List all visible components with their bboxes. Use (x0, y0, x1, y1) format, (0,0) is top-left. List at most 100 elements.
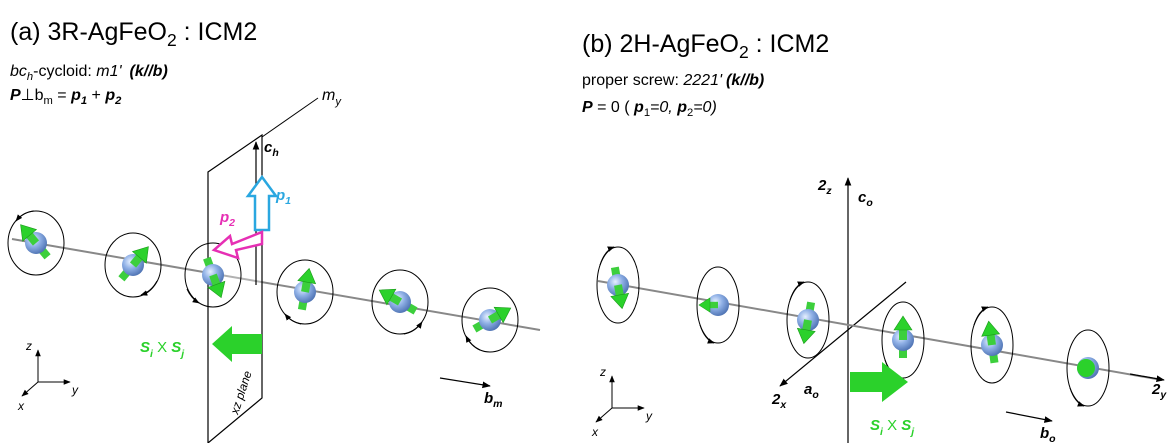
text: a (804, 381, 812, 398)
text: b (484, 390, 493, 407)
spin (8, 211, 64, 275)
panel-a-polarization: P⊥bm = p1 + p2 (10, 87, 122, 107)
triad-b: z y x (591, 365, 653, 439)
mirror-label: my (322, 87, 342, 108)
axis-2y-label: 2y (1151, 381, 1167, 401)
chain-axis (12, 239, 540, 330)
triad-a: z y x (17, 339, 79, 413)
spin (1067, 330, 1109, 406)
rotation-arrow (600, 247, 614, 265)
text: h (272, 147, 278, 159)
text: : ICM2 (177, 18, 258, 46)
text: p (104, 87, 115, 104)
panel-b-polarization: P = 0 ( p1=0, p2=0) (582, 99, 717, 119)
rotation-arrow (1070, 388, 1084, 406)
axis-c-label: ch (264, 139, 279, 159)
text: + (87, 87, 105, 104)
text: (k//b) (130, 63, 168, 80)
panel-a-symmetry: bch-cycloid: m1'(k//b) (10, 63, 168, 83)
text: S (870, 417, 880, 434)
text: m (322, 87, 335, 104)
text: = 0 ( (593, 99, 634, 116)
axis-a-label: ao (804, 381, 819, 401)
text: p (633, 99, 644, 116)
rotation-arrow (285, 314, 301, 324)
rotation-arrow (790, 282, 804, 300)
text: X (883, 417, 901, 434)
spin (105, 233, 161, 297)
axis-2y (1130, 374, 1164, 380)
spins-a (8, 211, 161, 297)
text: p (70, 87, 81, 104)
text: p (676, 99, 687, 116)
text: 2221' (682, 72, 723, 89)
axis-b (440, 378, 490, 386)
text: =0) (693, 99, 717, 116)
text: b (1040, 425, 1049, 442)
text: m (44, 95, 53, 107)
triad-x (22, 382, 38, 396)
spin-head (1077, 359, 1095, 377)
leader-line (262, 98, 318, 137)
p1-label: p1 (275, 187, 291, 207)
spin-product-arrow (850, 362, 908, 402)
axis-2z-label: 2z (817, 177, 832, 197)
text: y (1159, 389, 1167, 401)
spins-a-right (277, 260, 518, 352)
figure: (a) 3R-AgFeO2 : ICM2 bch-cycloid: m1'(k/… (0, 0, 1168, 443)
spin (971, 307, 1013, 383)
axis-b-label: bo (1040, 425, 1056, 443)
spin-product-label: Si X Sj (870, 417, 915, 438)
text: : ICM2 (749, 30, 830, 58)
text: x (779, 399, 787, 411)
panel-b-symmetry: proper screw: 2221'(k//b) (582, 72, 764, 89)
text: S (901, 417, 911, 434)
triad-label: x (17, 399, 25, 413)
triad-label: y (71, 383, 79, 397)
rotation-arrow (16, 211, 34, 221)
text: ⊥b (21, 87, 44, 104)
text: p (219, 209, 229, 226)
triad-label: z (25, 339, 32, 353)
triad-label: x (591, 425, 599, 439)
text: o (1049, 433, 1056, 443)
text: 2 (228, 217, 235, 229)
spin (882, 302, 924, 378)
axis-b-label: bm (484, 390, 503, 410)
rotation-arrow (466, 336, 480, 350)
text: proper screw: (582, 72, 683, 89)
text: y (334, 96, 342, 108)
triad-label: z (599, 365, 606, 379)
spin (462, 288, 518, 352)
panel-a-title: (a) 3R-AgFeO2 : ICM2 (10, 18, 257, 50)
text: = (53, 87, 71, 104)
text: S (140, 339, 150, 356)
rotation-arrow (141, 281, 157, 295)
text: o (866, 197, 873, 209)
text: 2 (739, 42, 749, 62)
triad-x (596, 408, 612, 422)
text: S (171, 339, 181, 356)
text: m (493, 398, 502, 410)
text: P (582, 99, 593, 116)
text: 2 (114, 95, 122, 107)
text: =0, (650, 99, 677, 116)
text: m1' (96, 63, 122, 80)
spin (597, 247, 639, 323)
panel-b-title: (b) 2H-AgFeO2 : ICM2 (582, 30, 829, 62)
text: o (812, 389, 819, 401)
spin-product-label: Si X Sj (140, 339, 185, 360)
text: -cycloid: (33, 63, 96, 80)
text: 1 (285, 195, 291, 207)
text: z (825, 185, 832, 197)
rotation-arrow (404, 322, 422, 334)
text: p (275, 187, 285, 204)
text: 2 (167, 30, 177, 50)
axis-b (1006, 412, 1052, 421)
triad-label: y (645, 409, 653, 423)
text: P (10, 87, 21, 104)
text: bc (10, 63, 27, 80)
text: (b) 2H-AgFeO (582, 30, 739, 58)
rotation-arrow (700, 325, 714, 343)
rotation-arrow (974, 307, 988, 325)
